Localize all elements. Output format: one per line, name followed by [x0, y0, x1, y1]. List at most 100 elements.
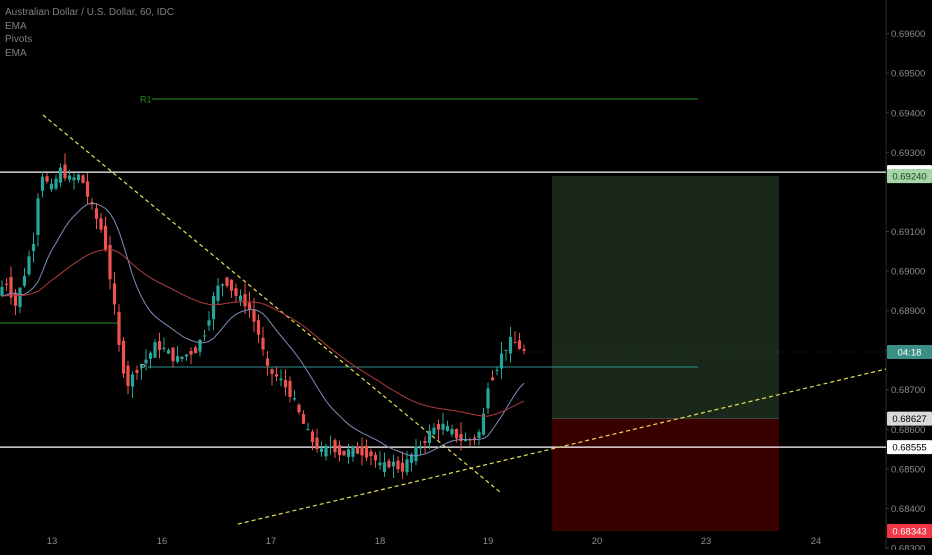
candle-body: [175, 356, 180, 362]
candle-body: [180, 356, 184, 359]
candle-body: [103, 225, 108, 251]
candle-body: [346, 449, 351, 457]
candle-body: [513, 342, 517, 344]
y-tick-label: 0.68700: [891, 385, 925, 396]
candle-body: [333, 440, 337, 453]
x-tick-label: 13: [47, 536, 58, 547]
price-tag-label: 0.68343: [892, 527, 926, 538]
candle-body: [121, 340, 126, 374]
candle-body: [108, 244, 112, 280]
candle-body: [495, 369, 499, 371]
candle-body: [405, 459, 409, 473]
x-tick-label: 18: [375, 536, 386, 547]
y-tick-label: 0.69500: [891, 69, 925, 80]
candle-body: [207, 320, 211, 326]
candle-body: [4, 283, 9, 285]
candle-body: [427, 430, 432, 443]
price-tag-bg: [887, 440, 932, 455]
candle-body: [409, 454, 414, 463]
candle-body: [463, 438, 468, 442]
y-tick-label: 0.68300: [891, 544, 925, 550]
y-tick-label: 0.69100: [891, 227, 925, 238]
candle-body: [144, 359, 148, 364]
candle-body: [297, 404, 301, 413]
price-tag: 0.68555: [887, 440, 932, 455]
candle-body: [414, 446, 418, 462]
candle-body: [40, 176, 45, 191]
legend-pivots[interactable]: Pivots: [5, 34, 33, 45]
pivot-r1-label: R1: [140, 95, 152, 105]
candle-body: [135, 369, 139, 373]
candle-body: [454, 429, 459, 439]
candle-body: [270, 369, 274, 374]
candle-body: [130, 374, 135, 387]
ema-slow-line: [1, 249, 525, 417]
candle-body: [49, 183, 54, 190]
candle-body: [85, 181, 90, 197]
candle-body: [423, 441, 427, 444]
candle-body: [396, 460, 400, 470]
candle-body: [202, 335, 207, 337]
y-tick-label: 0.68900: [891, 306, 925, 317]
candle-body: [355, 446, 360, 454]
legend-ema-2[interactable]: EMA: [5, 47, 27, 59]
candle-body: [441, 423, 445, 430]
candle-body: [504, 349, 508, 351]
candle-body: [58, 167, 63, 183]
candle-body: [153, 342, 157, 358]
candle-body: [382, 462, 387, 472]
x-tick-label: 20: [592, 536, 603, 547]
candle-body: [499, 353, 504, 369]
price-tag-label: 0.68555: [892, 443, 926, 454]
candle-body: [9, 276, 13, 298]
candle-body: [445, 425, 450, 431]
candle-body: [373, 454, 378, 461]
candle-body: [288, 380, 292, 397]
candle-body: [265, 358, 270, 366]
candle-body: [126, 365, 130, 386]
candle-body: [522, 349, 526, 351]
candle-body: [81, 175, 85, 183]
candle-body: [450, 428, 454, 435]
candle-body: [18, 287, 22, 308]
price-tag-bg: [887, 524, 932, 539]
x-tick-label: 16: [157, 536, 168, 547]
legend-ema-1[interactable]: EMA: [5, 20, 27, 32]
candle-body: [225, 277, 229, 286]
candle-body: [306, 428, 310, 431]
legend-symbol[interactable]: Australian Dollar / U.S. Dollar, 60, IDC: [5, 7, 174, 18]
price-tag-label: 0.69240: [892, 172, 926, 183]
candle-body: [247, 302, 252, 311]
price-tag-label: 04:18: [898, 348, 922, 359]
candle-body: [234, 288, 238, 296]
price-tag: 0.68343: [887, 524, 932, 539]
candle-body: [310, 431, 315, 443]
ema-fast-line: [1, 202, 525, 457]
y-tick-label: 0.68400: [891, 504, 925, 515]
candle-body: [229, 279, 234, 291]
x-tick-label: 17: [266, 536, 277, 547]
candle-body: [283, 379, 288, 388]
candle-body: [76, 174, 81, 181]
candle-body: [63, 164, 67, 179]
candle-body: [369, 451, 373, 457]
candle-body: [171, 347, 175, 362]
candle-body: [99, 218, 103, 230]
candle-body: [117, 311, 121, 345]
candle-body: [315, 437, 319, 449]
candle-body: [243, 294, 247, 307]
x-tick-label: 23: [701, 536, 712, 547]
x-tick-label: 24: [811, 536, 822, 547]
trendline-up: [237, 368, 887, 525]
candle-body: [162, 347, 166, 350]
candle-body: [198, 339, 202, 352]
candle-body: [481, 413, 486, 435]
candle-body: [22, 275, 27, 286]
candle-body: [292, 398, 297, 400]
candle-body: [391, 461, 396, 467]
candle-body: [351, 446, 355, 457]
candle-body: [252, 309, 256, 322]
candle-body: [72, 177, 76, 181]
